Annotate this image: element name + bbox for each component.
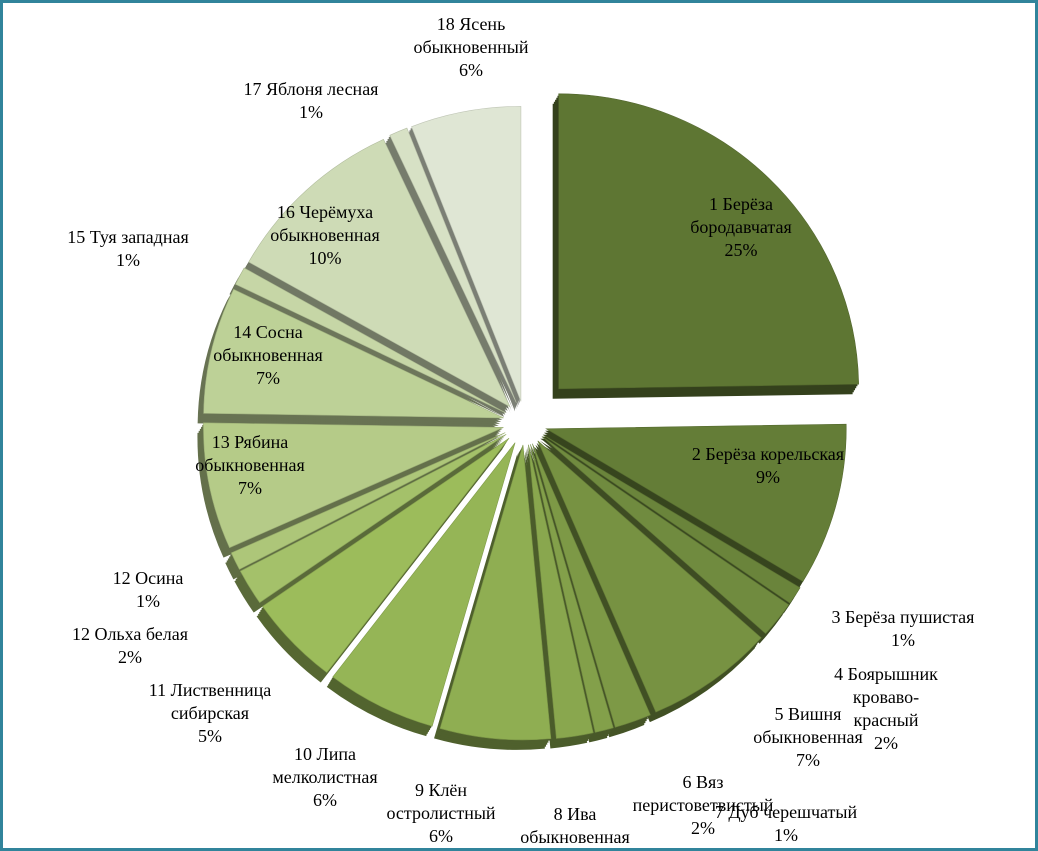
pie-slice-18[interactable] [389,127,517,403]
label-percent: 25% [724,240,758,260]
pie-slice-15[interactable] [203,288,504,419]
label-text: обыкновенная [270,225,380,245]
pie-slice-19[interactable] [411,106,522,402]
data-label-19: 18 Ясень обыкновенный 6% [413,13,528,82]
label-text: 16 Черёмуха [276,202,374,222]
data-label-11: 11 Лиственница сибирская 5% [149,679,271,748]
data-label-4: 4 Боярышник кроваво-красный 2% [827,663,945,755]
label-percent: 1% [136,591,160,611]
label-text: 4 Боярышник кроваво-красный [834,664,938,730]
label-percent: 7% [795,750,820,770]
pie-slice-13[interactable] [230,432,506,570]
label-text: сибирская [170,703,250,723]
label-text: 6 Вяз [682,772,724,792]
data-label-10: 10 Липа мелколистная 6% [272,743,377,812]
label-text: 2 Берёза корельская [691,444,845,464]
label-percent: 2% [117,647,142,667]
pie-slice-14[interactable] [203,422,504,549]
label-text: 15 Туя западная [67,227,189,247]
data-label-2: 2 Берёза корельская 9% [692,443,844,489]
label-percent: 5% [198,726,222,746]
label-text: 10 Липа [294,744,356,764]
label-text: 13 Рябина [211,432,289,452]
label-text: 11 Лиственница [148,680,272,700]
label-percent: 2% [691,818,715,838]
pie-slice-2[interactable] [545,423,847,582]
pie-slice-17[interactable] [248,138,511,408]
data-label-1: 1 Берёза бородавчатая 25% [690,193,792,262]
data-label-12: 12 Ольха белая 2% [72,623,188,669]
label-text: мелколистная [272,767,378,787]
label-text: 9 Клён [414,780,468,800]
pie-slice-8[interactable] [528,444,594,739]
label-text: бородавчатая [690,217,792,237]
label-text: 18 Ясень [436,14,506,34]
label-percent: 9% [756,467,780,487]
data-label-7: 7 Дуб черешчатый 1% [715,801,857,847]
label-text: 8 Ива [553,804,597,824]
label-percent: 10% [308,248,342,268]
pie-slice-12[interactable] [239,434,507,603]
label-percent: 6% [458,60,483,80]
data-label-5: 5 Вишня обыкновенная 7% [753,703,863,772]
data-label-6: 6 Вяз перистоветвистый 2% [633,771,774,840]
data-label-16: 15 Туя западная 1% [67,226,188,272]
label-text: 17 Яблоня лесная [243,79,379,99]
pie-chart [197,93,859,750]
data-label-18: 17 Яблоня лесная 1% [244,78,379,124]
label-percent: 1% [115,250,140,270]
label-text: 12 Ольха белая [71,624,189,644]
label-text: обыкновенная [520,827,630,847]
label-text: обыкновенная [753,727,863,747]
label-text: перистоветвистый [632,795,774,815]
label-text: 1 Берёза [709,194,773,214]
data-label-13: 12 Осина 1% [113,567,184,613]
pie-slice-10[interactable] [332,442,516,727]
pie-slice-16[interactable] [235,267,506,414]
label-text: 14 Сосна [233,322,303,342]
data-label-8: 8 Иваобыкновенная2% [520,803,630,848]
label-percent: 2% [874,733,898,753]
pie-slice-3[interactable] [543,434,801,604]
data-label-14: 13 Рябина обыкновенная 7% [195,431,305,500]
pie-slice-7[interactable] [530,444,614,733]
label-text: обыкновенная [195,455,305,475]
label-text: 12 Осина [112,568,184,588]
label-text: остролистный [386,803,496,823]
label-percent: 6% [312,790,337,810]
label-text: обыкновенная [213,345,323,365]
label-text: 5 Вишня [774,704,842,724]
label-percent: 1% [773,825,798,845]
pie-slice-9[interactable] [439,444,552,741]
pie-slice-5[interactable] [537,440,762,713]
data-label-15: 14 Сосна обыкновенная 7% [213,321,323,390]
data-label-9: 9 Клён остролистный 6% [386,779,495,848]
label-percent: 1% [890,630,915,650]
data-label-3: 3 Берёза пушистая 1% [832,606,975,652]
label-percent: 1% [298,102,323,122]
label-percent: 7% [255,368,280,388]
pie-slice-1[interactable] [558,93,859,390]
data-label-17: 16 Черёмуха обыкновенная 10% [270,201,380,270]
pie-slice-11[interactable] [262,437,510,673]
label-text: обыкновенный [413,37,529,57]
label-percent: 6% [429,826,453,846]
label-text: 7 Дуб черешчатый [714,802,858,822]
label-percent: 7% [237,478,262,498]
label-text: 3 Берёза пушистая [831,607,975,627]
pie-slice-4[interactable] [542,436,790,634]
pie-slice-6[interactable] [532,443,651,728]
